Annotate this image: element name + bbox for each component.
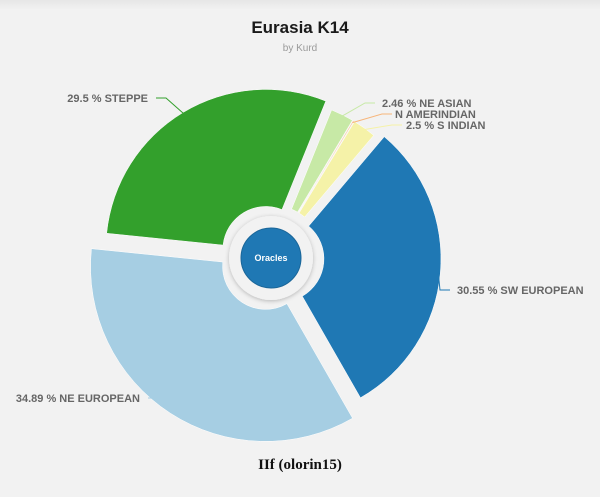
connector-s-indian	[363, 124, 402, 131]
connector-ne-asian	[341, 102, 375, 117]
footer-credit: IIf (olorin15)	[258, 457, 342, 473]
pie-slice-ne-european[interactable]	[90, 248, 353, 442]
slice-label-ne-european: 34.89 % NE EUROPEAN	[16, 393, 140, 405]
slice-label-sw-european: 30.55 % SW EUROPEAN	[457, 285, 584, 297]
top-shadow-bar	[0, 0, 600, 10]
slice-label-n-amerindian: N AMERINDIAN	[395, 109, 476, 121]
label-connectors	[148, 97, 450, 412]
slice-label-s-indian: 2.5 % S INDIAN	[406, 120, 486, 132]
connector-steppe	[156, 97, 185, 115]
connector-ne-european	[148, 397, 172, 412]
pie-slice-ne-asian[interactable]	[291, 109, 353, 213]
pie-slice-n-amerindian[interactable]	[297, 120, 355, 214]
pie-slices	[90, 89, 442, 442]
chart-title: Eurasia K14	[251, 18, 349, 37]
pie-slice-sw-european[interactable]	[301, 136, 442, 399]
center-hub: Oracles	[229, 216, 313, 300]
slice-label-steppe: 29.5 % STEPPE	[67, 93, 148, 105]
center-label: Oracles	[254, 253, 287, 263]
connector-n-amerindian	[352, 113, 392, 124]
pie-slice-steppe[interactable]	[106, 89, 327, 246]
center-button[interactable]	[240, 227, 302, 289]
pie-slice-s-indian[interactable]	[298, 121, 375, 218]
connector-sw-european	[437, 273, 450, 291]
chart-subtitle: by Kurd	[282, 43, 318, 54]
slice-label-ne-asian: 2.46 % NE ASIAN	[382, 98, 472, 110]
